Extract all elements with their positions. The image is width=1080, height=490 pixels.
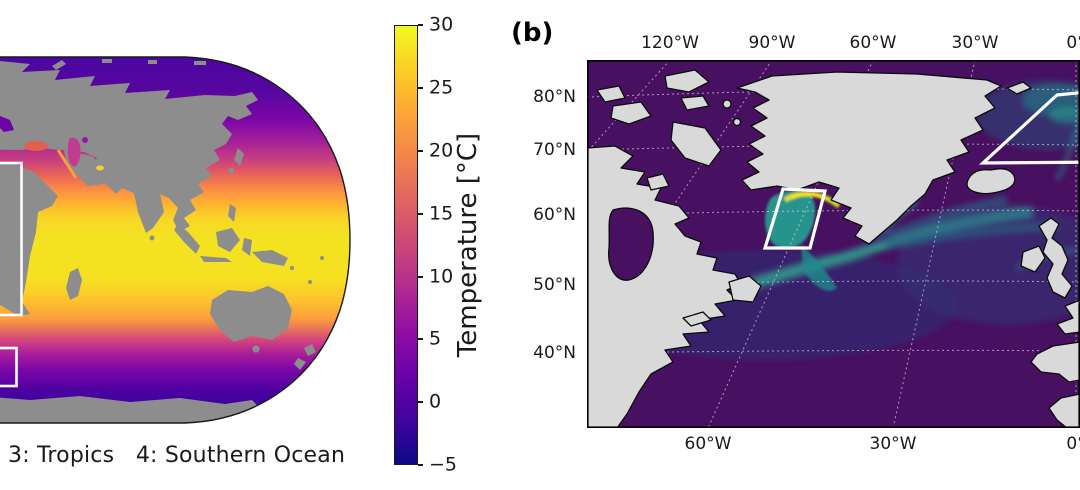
colorbar-tick-label: 0 [429,390,442,413]
hudson-bay [608,207,654,281]
longitude-tick-label: 60°W [849,33,897,53]
region-box-nordic-seas [978,91,1080,165]
colorbar-tick-mark [418,338,423,340]
region-box-tropics [0,161,23,317]
longitude-tick-label: 120°W [641,33,699,53]
panel-b-top-axis: 120°W 90°W 60°W 30°W 0° [587,33,1080,55]
region-box-southern-ocean [0,346,18,388]
colorbar-title: Temperature [°C] [453,132,483,358]
colorbar-tick-mark [418,24,423,26]
global-sst-map [0,56,351,424]
colorbar-tick-label: 10 [429,265,454,288]
iberia [1030,341,1080,383]
region-box-labrador-sea [762,187,828,250]
longitude-tick-label: 60°W [684,434,732,454]
latitude-tick-label: 60°N [533,205,576,225]
colorbar-tick-label: 25 [429,76,454,99]
region-boxes-b [762,91,1080,250]
panel-b-bottom-axis: 60°W 30°W 0° [587,434,1080,456]
latitude-tick-label: 50°N [533,275,576,295]
latitude-tick-label: 70°N [533,140,576,160]
longitude-tick-label: 90°W [748,33,796,53]
iceland [966,168,1016,195]
latitude-tick-label: 80°N [533,87,576,107]
map-a-content [0,57,350,423]
colorbar-tick-mark [418,213,423,215]
colorbar-tick-label: 30 [429,13,454,36]
greenland [736,71,1002,245]
land-masses [0,59,324,423]
longitude-tick-label: 0° [1066,33,1080,53]
colorbar-tick-label: 5 [429,327,442,350]
temperature-colorbar [394,25,418,465]
longitude-tick-label: 30°W [869,434,917,454]
panel-b-label: (b) [511,18,554,48]
longitude-tick-label: 30°W [951,33,999,53]
north-atlantic-map [587,60,1080,428]
colorbar-tick-mark [418,401,423,403]
region-caption: 3: Tropics 4: Southern Ocean [8,443,346,468]
map-a-outline [0,56,351,424]
map-b-frame [587,60,1080,428]
colorbar-tick-mark [418,87,423,89]
panel-b-left-axis: 80°N 70°N 60°N 50°N 40°N [530,60,582,428]
latitude-tick-label: 40°N [533,343,576,363]
inland-seas [0,116,104,179]
colorbar-tick-label: 15 [429,202,454,225]
longitude-tick-label: 0° [1066,434,1080,454]
colorbar-tick-mark [418,276,423,278]
britain [1038,217,1073,299]
colorbar-tick-label: −5 [429,453,458,476]
colorbar-tick-label: 20 [429,139,454,162]
colorbar-tick-mark [418,150,423,152]
colorbar-tick-mark [418,464,423,466]
region-boxes-a [0,161,23,388]
